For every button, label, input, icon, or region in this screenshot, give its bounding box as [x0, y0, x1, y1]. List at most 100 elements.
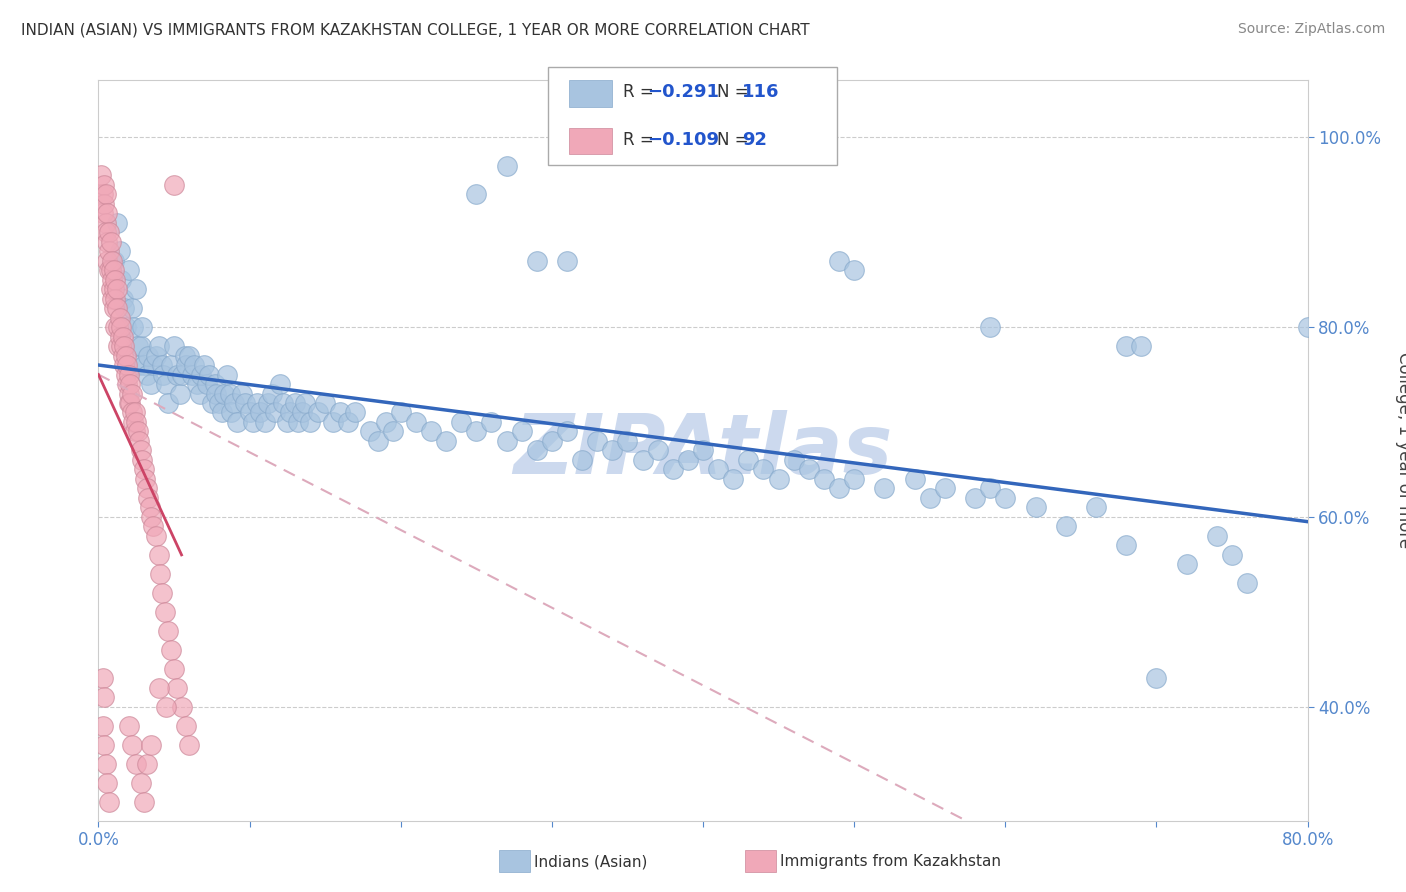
Text: 92: 92: [742, 131, 768, 149]
Point: [256, 396, 278, 410]
Point: [101, 292, 124, 306]
Point: [96, 235, 118, 249]
Point: [526, 253, 548, 268]
Point: [142, 358, 165, 372]
Point: [96, 775, 118, 789]
Point: [262, 386, 284, 401]
Point: [707, 462, 730, 476]
Point: [204, 377, 226, 392]
Point: [155, 377, 177, 392]
Point: [136, 349, 159, 363]
Point: [111, 349, 134, 363]
Point: [211, 405, 233, 419]
Point: [828, 253, 851, 268]
Point: [314, 396, 336, 410]
Point: [322, 415, 344, 429]
Point: [135, 368, 157, 382]
Text: Indians (Asian): Indians (Asian): [534, 855, 648, 869]
Point: [118, 386, 141, 401]
Point: [115, 377, 138, 392]
Point: [103, 301, 125, 315]
Point: [122, 320, 145, 334]
Point: [723, 472, 745, 486]
Point: [98, 263, 121, 277]
Point: [166, 681, 188, 695]
Point: [135, 482, 157, 496]
Point: [555, 253, 578, 268]
Point: [183, 358, 205, 372]
Point: [752, 462, 775, 476]
Text: Source: ZipAtlas.com: Source: ZipAtlas.com: [1237, 22, 1385, 37]
Point: [103, 282, 125, 296]
Point: [128, 434, 150, 448]
Point: [127, 339, 149, 353]
Point: [110, 320, 132, 334]
Point: [91, 671, 114, 685]
Point: [495, 159, 517, 173]
Point: [118, 719, 141, 733]
Point: [271, 396, 294, 410]
Point: [132, 462, 155, 476]
Point: [1130, 339, 1153, 353]
Point: [768, 472, 790, 486]
Point: [104, 292, 127, 306]
Point: [93, 690, 115, 705]
Point: [1085, 500, 1108, 515]
Point: [120, 396, 142, 410]
Point: [1115, 339, 1137, 353]
Point: [284, 396, 307, 410]
Point: [148, 339, 170, 353]
Point: [844, 472, 866, 486]
Point: [108, 244, 131, 259]
Point: [1144, 671, 1167, 685]
Point: [179, 738, 201, 752]
Point: [828, 482, 851, 496]
Point: [174, 719, 197, 733]
Point: [104, 272, 127, 286]
Point: [797, 462, 820, 476]
Point: [173, 349, 195, 363]
Point: [1296, 320, 1319, 334]
Point: [125, 282, 148, 296]
Point: [382, 425, 405, 439]
Point: [153, 605, 176, 619]
Point: [188, 386, 211, 401]
Point: [131, 453, 153, 467]
Point: [122, 415, 145, 429]
Point: [93, 178, 115, 192]
Text: INDIAN (ASIAN) VS IMMIGRANTS FROM KAZAKHSTAN COLLEGE, 1 YEAR OR MORE CORRELATION: INDIAN (ASIAN) VS IMMIGRANTS FROM KAZAKH…: [21, 22, 810, 37]
Point: [934, 482, 956, 496]
Point: [145, 349, 167, 363]
Text: N =: N =: [717, 131, 754, 149]
Point: [586, 434, 609, 448]
Text: −0.291: −0.291: [647, 83, 718, 101]
Point: [105, 301, 128, 315]
Point: [571, 453, 593, 467]
Point: [186, 377, 208, 392]
Point: [112, 301, 135, 315]
Point: [150, 358, 173, 372]
Point: [110, 272, 132, 286]
Point: [813, 472, 835, 486]
Point: [434, 434, 457, 448]
Point: [110, 339, 132, 353]
Point: [219, 386, 242, 401]
Point: [145, 529, 167, 543]
Point: [132, 795, 155, 809]
Point: [737, 453, 759, 467]
Point: [129, 339, 152, 353]
Point: [205, 386, 228, 401]
Point: [994, 491, 1017, 505]
Point: [1236, 576, 1258, 591]
Point: [148, 548, 170, 562]
Point: [269, 377, 291, 392]
Point: [141, 377, 163, 392]
Point: [264, 405, 287, 419]
Point: [124, 405, 146, 419]
Text: R =: R =: [623, 83, 659, 101]
Point: [602, 443, 624, 458]
Point: [526, 443, 548, 458]
Point: [1024, 500, 1046, 515]
Point: [276, 415, 298, 429]
Point: [1175, 558, 1198, 572]
